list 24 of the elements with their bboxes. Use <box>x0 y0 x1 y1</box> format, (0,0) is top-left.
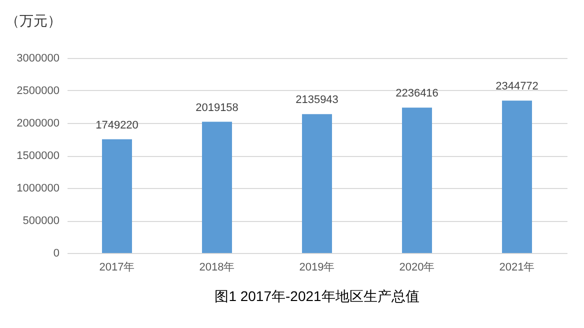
bar <box>102 139 132 253</box>
data-label: 2236416 <box>396 88 438 100</box>
bar <box>202 122 232 253</box>
bar <box>402 108 432 253</box>
x-tick-label: 2017年 <box>99 262 135 274</box>
bar <box>502 100 532 253</box>
data-label: 2019158 <box>196 102 238 114</box>
data-label: 2344772 <box>496 80 538 93</box>
y-tick-label: 1500000 <box>16 150 60 162</box>
bar <box>302 114 332 253</box>
y-tick-label: 1000000 <box>16 182 60 194</box>
y-tick-label: 3000000 <box>16 52 60 64</box>
y-tick-label: 0 <box>53 248 60 260</box>
data-label: 2135943 <box>296 94 338 106</box>
x-tick-label: 2019年 <box>299 262 335 274</box>
y-tick-label: 500000 <box>22 215 60 227</box>
y-tick-label: 2000000 <box>16 118 60 130</box>
x-tick-label: 2021年 <box>499 262 535 274</box>
y-axis-title: （万元） <box>6 12 62 28</box>
y-tick-label: 2500000 <box>16 85 60 97</box>
data-label: 1749220 <box>96 119 138 132</box>
x-tick-label: 2018年 <box>199 262 235 274</box>
x-tick-label: 2020年 <box>399 262 435 274</box>
text: 图1 2017年-2021年地区生产总值 <box>214 288 420 304</box>
